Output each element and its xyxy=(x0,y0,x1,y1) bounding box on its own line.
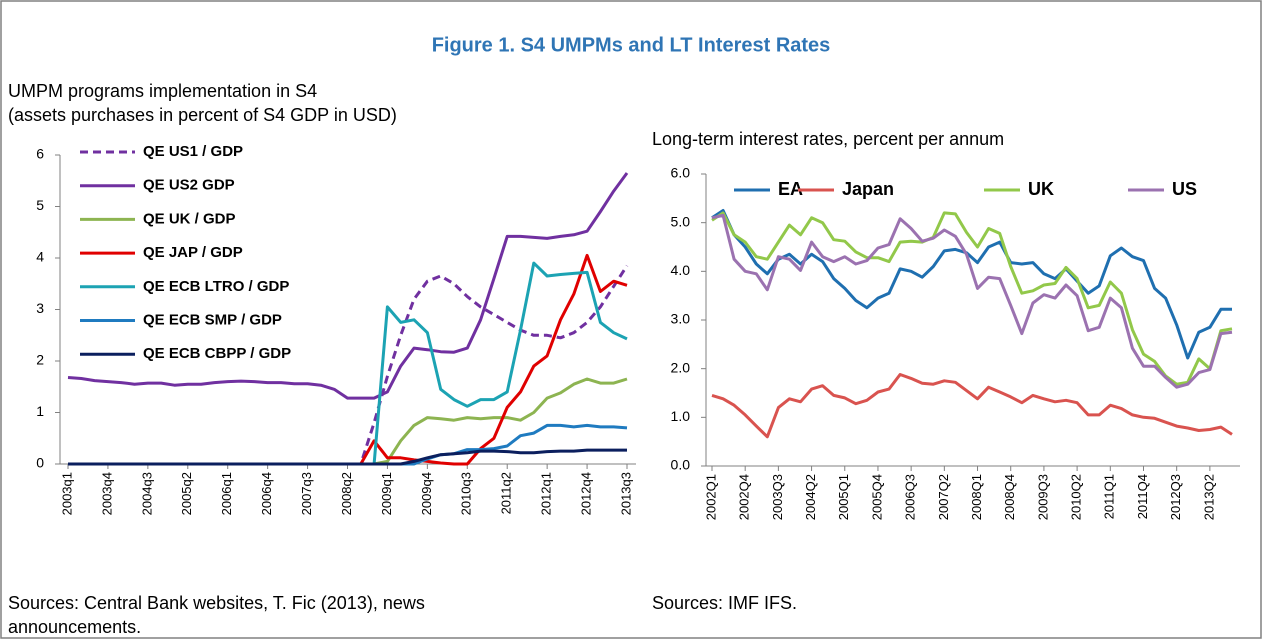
x-tick-label: 2009q4 xyxy=(419,472,434,515)
legend-label: UK xyxy=(1028,179,1054,199)
series-line xyxy=(68,448,627,466)
legend-label: US xyxy=(1172,179,1197,199)
x-tick-label: 2004Q2 xyxy=(803,474,818,520)
y-tick-label: 6.0 xyxy=(671,165,691,181)
y-tick-label: 3 xyxy=(36,300,44,316)
y-tick-label: 4 xyxy=(36,249,44,265)
x-tick-label: 2010q3 xyxy=(459,472,474,515)
x-tick-label: 2013Q2 xyxy=(1201,474,1216,520)
x-tick-label: 2002Q4 xyxy=(737,474,752,520)
legend-label: QE ECB CBPP / GDP xyxy=(143,345,291,362)
x-tick-label: 2003q4 xyxy=(99,472,114,515)
x-tick-label: 2006q1 xyxy=(219,472,234,515)
x-tick-label: 2007Q2 xyxy=(936,474,951,520)
chart-subtitle: (assets purchases in percent of S4 GDP i… xyxy=(8,105,397,125)
source-note: announcements. xyxy=(8,617,141,637)
series-line xyxy=(711,211,1233,386)
x-tick-label: 2010Q2 xyxy=(1069,474,1084,520)
y-tick-label: 2.0 xyxy=(671,359,691,375)
x-tick-label: 2006Q3 xyxy=(903,474,918,520)
y-tick-label: 5 xyxy=(36,197,44,213)
series-line xyxy=(711,373,1233,439)
series-line xyxy=(711,213,1233,389)
y-tick-label: 3.0 xyxy=(671,311,691,327)
series-line xyxy=(711,209,1232,360)
legend-label: QE US2 GDP xyxy=(143,177,235,194)
y-tick-label: 1 xyxy=(36,403,44,419)
source-note: Sources: IMF IFS. xyxy=(652,593,797,613)
y-tick-label: 0.0 xyxy=(671,457,691,473)
legend-label: EA xyxy=(778,179,803,199)
legend-label: Japan xyxy=(842,179,894,199)
y-tick-label: 4.0 xyxy=(671,262,691,278)
x-tick-label: 2002Q1 xyxy=(703,474,718,520)
legend-label: QE ECB SMP / GDP xyxy=(143,311,282,328)
x-tick-label: 2009Q3 xyxy=(1035,474,1050,520)
x-tick-label: 2009q1 xyxy=(379,472,394,515)
chart-subtitle: UMPM programs implementation in S4 xyxy=(8,81,317,101)
figure-title: Figure 1. S4 UMPMs and LT Interest Rates xyxy=(432,34,831,56)
x-tick-label: 2012q1 xyxy=(539,472,554,515)
y-tick-label: 6 xyxy=(36,146,44,162)
x-tick-label: 2012q4 xyxy=(579,472,594,515)
source-note: Sources: Central Bank websites, T. Fic (… xyxy=(8,593,425,613)
x-tick-label: 2011Q4 xyxy=(1135,474,1150,519)
x-tick-label: 2003q1 xyxy=(59,472,74,515)
y-tick-label: 2 xyxy=(36,352,44,368)
legend-label: QE JAP / GDP xyxy=(143,244,243,261)
x-tick-label: 2003Q3 xyxy=(770,474,785,520)
chart-subtitle: Long-term interest rates, percent per an… xyxy=(652,129,1004,149)
x-tick-label: 2011Q1 xyxy=(1102,474,1117,519)
x-tick-label: 2008Q1 xyxy=(969,474,984,520)
x-tick-label: 2008q2 xyxy=(339,472,354,515)
x-tick-label: 2005q2 xyxy=(179,472,194,515)
legend-label: QE US1 / GDP xyxy=(143,143,243,160)
x-tick-label: 2008Q4 xyxy=(1002,474,1017,520)
x-tick-label: 2004q3 xyxy=(139,472,154,515)
y-tick-label: 5.0 xyxy=(671,213,691,229)
y-tick-label: 1.0 xyxy=(671,408,691,424)
x-tick-label: 2005Q1 xyxy=(836,474,851,520)
x-tick-label: 2007q3 xyxy=(299,472,314,515)
x-tick-label: 2006q4 xyxy=(259,472,274,515)
series-line xyxy=(67,172,629,400)
x-tick-label: 2011q2 xyxy=(499,472,514,514)
x-tick-label: 2012Q3 xyxy=(1168,474,1183,520)
x-tick-label: 2013q3 xyxy=(618,472,633,515)
legend-label: QE ECB LTRO / GDP xyxy=(143,278,289,295)
x-tick-label: 2005Q4 xyxy=(869,474,884,520)
y-tick-label: 0 xyxy=(36,455,44,471)
legend-label: QE UK / GDP xyxy=(143,210,236,227)
